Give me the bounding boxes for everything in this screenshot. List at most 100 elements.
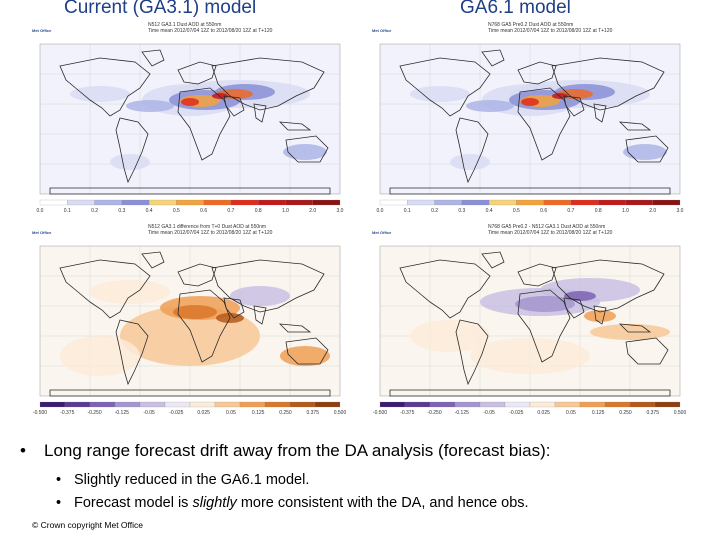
coastline-india (253, 103, 267, 123)
met-office-logo: Met Office (32, 28, 52, 33)
colorbar-swatch (570, 199, 599, 206)
bullet-main-text: Long range forecast drift away from the … (44, 441, 551, 460)
colorbar-label: 0.2 (91, 208, 98, 214)
map-subtitle: Time mean 2012/07/04 12Z to 2012/08/20 1… (148, 28, 273, 34)
coastline-arabia (223, 95, 245, 117)
aod-field-blob (564, 291, 596, 301)
coastline-europe (177, 61, 217, 85)
colorbar-label: 0.375 (306, 410, 319, 416)
coastline-asia (211, 259, 325, 313)
colorbar-swatch (604, 401, 631, 408)
coastline-india (253, 305, 267, 325)
coastline-indonesia (278, 121, 312, 131)
colorbar-swatch (139, 401, 166, 408)
coastline-india (593, 305, 607, 325)
coastline-antarctica (389, 187, 671, 195)
map-title: N768 GA5 Pre0.2 Dust AOD at 550nm (488, 22, 573, 28)
colorbar-label: -0.375 (60, 410, 74, 416)
world-map (39, 245, 341, 397)
map-subtitle: Time mean 2012/07/04 12Z to 2012/08/20 1… (148, 230, 273, 236)
colorbar-label: 0.4 (486, 208, 493, 214)
map-subtitle: Time mean 2012/07/04 12Z to 2012/08/20 1… (488, 28, 613, 34)
map-figure: Met Office N768 GA5 Pre0.2 - N512 GA3.1 D… (372, 224, 686, 416)
colorbar-swatch (239, 401, 266, 408)
coastline-antarctica (49, 389, 331, 397)
colorbar-swatch (121, 199, 150, 206)
colorbar-swatch (176, 199, 204, 206)
heading-ga61-model: GA6.1 model (460, 0, 571, 18)
colorbar-label: 0.0 (377, 208, 384, 214)
world-map (39, 43, 341, 195)
coastline-africa (517, 289, 571, 363)
colorbar-label: -0.05 (483, 410, 495, 416)
met-office-logo: Met Office (372, 28, 392, 33)
aod-field-blob (70, 86, 130, 102)
colorbar-swatch (114, 401, 141, 408)
coastline-indonesia (278, 323, 312, 333)
colorbar-label: 0.025 (197, 410, 210, 416)
coastline-greenland (141, 251, 165, 269)
colorbar-label: 0.500 (334, 410, 347, 416)
coastline-greenland (481, 49, 505, 67)
copyright-notice: © Crown copyright Met Office (32, 520, 143, 530)
colorbar-swatch (289, 401, 316, 408)
colorbar-label: 1.0 (622, 208, 629, 214)
colorbar-label: -0.375 (400, 410, 414, 416)
aod-field-blob (410, 86, 470, 102)
colorbar-label: 0.7 (227, 208, 234, 214)
aod-field-blob (466, 100, 514, 112)
colorbar-label: 0.125 (592, 410, 605, 416)
map-subtitle: Time mean 2012/07/04 12Z to 2012/08/20 1… (488, 230, 613, 236)
coastline-asia (211, 57, 325, 111)
colorbar-swatch (529, 401, 556, 408)
coastline-greenland (141, 49, 165, 67)
colorbar-swatch (516, 199, 544, 206)
colorbar-swatch (579, 401, 606, 408)
colorbar-label: 0.0 (37, 208, 44, 214)
aod-field-blob (230, 286, 290, 306)
colorbar-swatch (89, 401, 116, 408)
colorbar-label: 0.05 (226, 410, 236, 416)
colorbar-swatch (461, 199, 490, 206)
colorbar-swatch (454, 401, 481, 408)
colorbar-label: 0.7 (567, 208, 574, 214)
colorbar-label: -0.125 (115, 410, 129, 416)
coastline-africa (177, 289, 231, 363)
colorbar-swatch (39, 401, 66, 408)
met-office-logo: Met Office (372, 230, 392, 235)
bullet-icon: • (20, 441, 26, 460)
map-figure: Met Office N512 GA3.1 Dust AOD at 550nmTi… (32, 22, 344, 214)
coastline-asia (551, 57, 665, 111)
coastline-indonesia (618, 323, 652, 333)
sub-bullet-2-text: Forecast model is slightly more consiste… (74, 495, 529, 511)
colorbar-label: 0.4 (146, 208, 153, 214)
sub-bullet-icon: • (56, 495, 62, 511)
colorbar-label: 0.125 (252, 410, 265, 416)
colorbar-label: 0.8 (255, 208, 262, 214)
colorbar-label: 2.0 (649, 208, 656, 214)
coastline-australia (625, 135, 669, 163)
colorbar-label: 0.1 (404, 208, 411, 214)
coastline-europe (177, 263, 217, 287)
colorbar-swatch (230, 199, 259, 206)
colorbar-swatch (94, 199, 122, 206)
colorbar-label: 0.05 (566, 410, 576, 416)
coastline-north-america (399, 57, 491, 117)
map-title: N512 GA3.1 Dust AOD at 550nm (148, 22, 221, 28)
colorbar-label: 3.0 (677, 208, 684, 214)
colorbar-label: 0.1 (64, 208, 71, 214)
aod-field-blob (90, 280, 170, 304)
sub-bullet-2-before: Forecast model is (74, 495, 193, 511)
coastline-africa (517, 87, 571, 161)
colorbar-swatch (404, 401, 431, 408)
colorbar-swatch (164, 401, 191, 408)
colorbar-label: 0.6 (540, 208, 547, 214)
sub-bullet-1-text: Slightly reduced in the GA6.1 model. (74, 472, 310, 488)
colorbar-swatch (554, 401, 581, 408)
aod-field-blob (60, 336, 140, 376)
aod-field-blob (410, 320, 490, 352)
coastline-arabia (223, 297, 245, 319)
colorbar-label: 0.250 (619, 410, 632, 416)
colorbar-label: -0.025 (169, 410, 183, 416)
colorbar-swatch (203, 199, 232, 206)
